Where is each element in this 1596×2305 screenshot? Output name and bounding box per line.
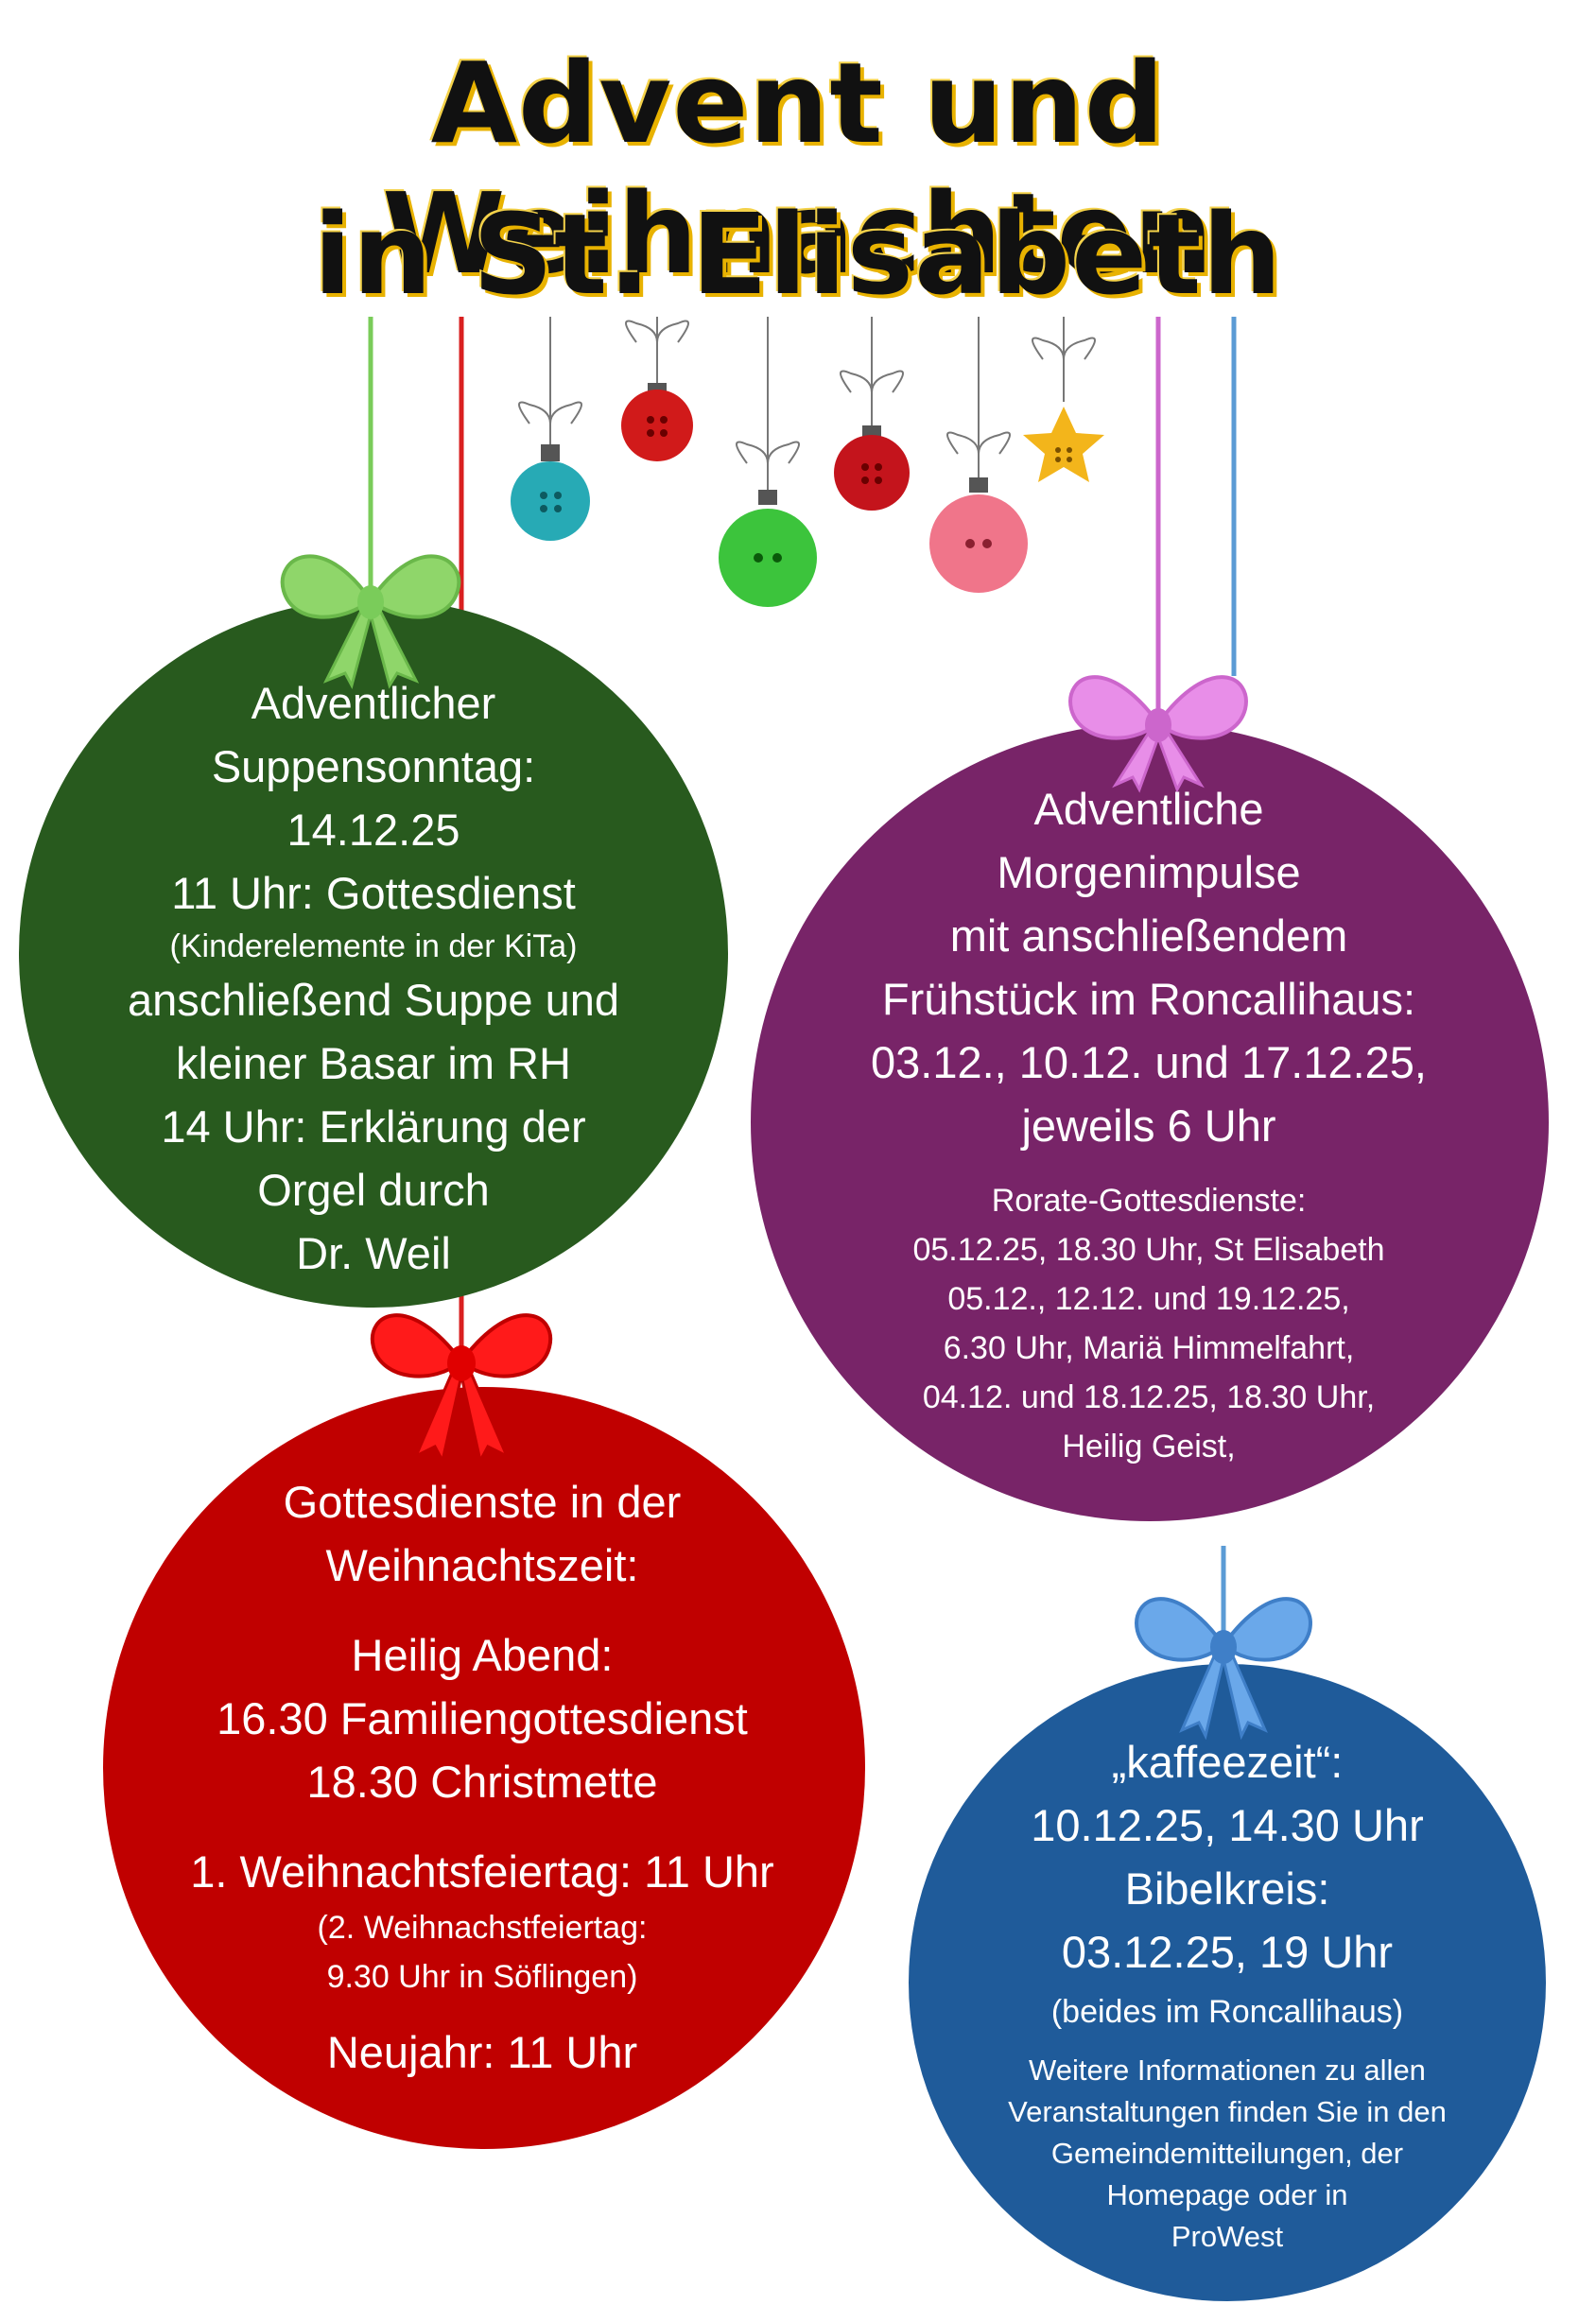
small-ornament-green xyxy=(719,441,817,607)
soup-sunday-after-1: anschließend Suppe und xyxy=(127,975,619,1025)
morning-impulse-line-4: Frühstück im Roncallihaus: xyxy=(881,974,1416,1024)
morning-impulse-dates: 03.12., 10.12. und 17.12.25, xyxy=(870,1037,1427,1087)
soup-sunday-note: (Kinderelemente in der KiTa) xyxy=(169,928,578,964)
rorate-line: 04.12. und 18.12.25, 18.30 Uhr, xyxy=(922,1379,1376,1415)
soup-sunday-service: 11 Uhr: Gottesdienst xyxy=(171,868,576,918)
info-line: Homepage oder in xyxy=(1106,2178,1348,2211)
bible-circle-label: Bibelkreis: xyxy=(1124,1863,1330,1914)
small-ornament-teal xyxy=(511,401,590,541)
christmas-mass: 18.30 Christmette xyxy=(306,1757,658,1807)
info-line: Weitere Informationen zu allen xyxy=(1029,2054,1426,2087)
christmas-services-heading-1: Gottesdienste in der xyxy=(283,1477,682,1527)
info-line: ProWest xyxy=(1171,2220,1284,2253)
info-line: Gemeindemitteilungen, der xyxy=(1050,2137,1404,2170)
rorate-line: Rorate-Gottesdienste: xyxy=(991,1183,1307,1219)
rorate-line: 05.12., 12.12. und 19.12.25, xyxy=(947,1281,1350,1317)
info-line: Veranstaltungen finden Sie in den xyxy=(1008,2095,1447,2128)
page-title-line-2: in St. Elisabeth xyxy=(313,189,1283,320)
organ-line-2: Orgel durch xyxy=(257,1165,490,1215)
page-title-line-1: Advent und Weihnachten xyxy=(382,38,1214,299)
red-bow xyxy=(370,1313,553,1465)
small-ornament-pink xyxy=(929,431,1028,593)
christmas-services-heading-2: Weihnachtszeit: xyxy=(325,1540,639,1590)
organ-line-1: 14 Uhr: Erklärung der xyxy=(161,1101,586,1152)
purple-ornament-text: Adventliche Morgenimpulse mit anschließe… xyxy=(794,777,1503,1471)
morning-impulse-time: jeweils 6 Uhr xyxy=(1021,1101,1276,1151)
green-ornament-ball xyxy=(19,598,728,1308)
rorate-line: 05.12.25, 18.30 Uhr, St Elisabeth xyxy=(912,1232,1385,1268)
morning-impulse-line-1: Adventliche xyxy=(1033,784,1264,834)
small-ornament-star xyxy=(1023,337,1104,482)
small-ornament-red-2 xyxy=(834,370,910,511)
second-christmas-day-2: 9.30 Uhr in Söflingen) xyxy=(326,1959,638,1995)
both-location: (beides im Roncallihaus) xyxy=(1050,1994,1404,2030)
rorate-line: Heilig Geist, xyxy=(1062,1429,1236,1464)
soup-sunday-date: 14.12.25 xyxy=(286,805,460,855)
red-ornament-ball xyxy=(103,1387,865,2149)
red-ornament-text: Gottesdienste in der Weihnachtszeit: Hei… xyxy=(123,1470,841,2084)
green-bow xyxy=(280,554,461,690)
first-christmas-day: 1. Weihnachtsfeiertag: 11 Uhr xyxy=(190,1846,774,1897)
soup-sunday-heading: Adventlicher xyxy=(251,678,496,728)
coffee-time-label: „kaffeezeit“: xyxy=(1111,1737,1344,1787)
second-christmas-day-1: (2. Weihnachstfeiertag: xyxy=(317,1910,648,1946)
rorate-line: 6.30 Uhr, Mariä Himmelfahrt, xyxy=(943,1330,1355,1366)
organ-line-3: Dr. Weil xyxy=(296,1228,451,1278)
morning-impulse-line-3: mit anschließendem xyxy=(949,910,1348,961)
family-service: 16.30 Familiengottesdienst xyxy=(217,1693,748,1743)
coffee-time-date: 10.12.25, 14.30 Uhr xyxy=(1031,1800,1424,1850)
soup-sunday-after-2: kleiner Basar im RH xyxy=(176,1038,571,1088)
soup-sunday-heading-2: Suppensonntag: xyxy=(211,741,536,791)
christmas-eve-label: Heilig Abend: xyxy=(351,1630,614,1680)
bible-circle-date: 03.12.25, 19 Uhr xyxy=(1061,1927,1394,1977)
blue-ornament-text: „kaffeezeit“: 10.12.25, 14.30 Uhr Bibelk… xyxy=(945,1730,1509,2258)
purple-bow xyxy=(1068,675,1248,793)
morning-impulse-line-2: Morgenimpulse xyxy=(997,847,1301,897)
blue-bow xyxy=(1135,1597,1312,1741)
green-ornament-text: Adventlicher Suppensonntag: 14.12.25 11 … xyxy=(66,671,681,1285)
small-ornament-red-1 xyxy=(621,320,693,461)
blue-ornament-ball xyxy=(909,1664,1546,2301)
new-year-service: Neujahr: 11 Uhr xyxy=(326,2027,638,2077)
purple-ornament-ball xyxy=(751,723,1549,1521)
